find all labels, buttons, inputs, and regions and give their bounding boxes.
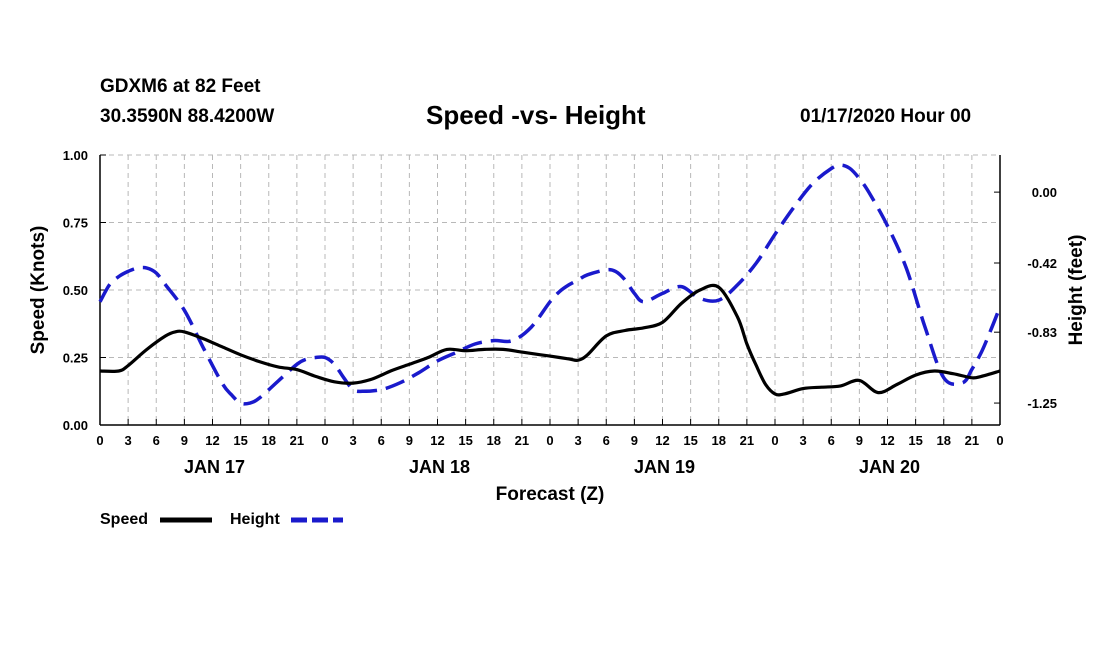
x-tick-label: 18 [937, 433, 951, 448]
x-tick-label: 21 [515, 433, 529, 448]
x-tick-label: 0 [771, 433, 778, 448]
day-label: JAN 18 [409, 457, 470, 477]
x-tick-label: 12 [430, 433, 444, 448]
y2-tick-label: 0.00 [1032, 185, 1057, 200]
height-series-line [98, 163, 1002, 406]
coordinates-label: 30.3590N 88.4200W [100, 106, 275, 127]
station-label: GDXM6 at 82 Feet [100, 76, 261, 97]
y-tick-label: 0.50 [63, 283, 88, 298]
y2-tick-label: -1.25 [1027, 396, 1057, 411]
x-tick-label: 0 [546, 433, 553, 448]
x-axis-title: Forecast (Z) [496, 484, 605, 505]
x-tick-label: 3 [350, 433, 357, 448]
y-axis-title: Speed (Knots) [28, 226, 49, 355]
legend-label-speed: Speed [100, 511, 148, 528]
x-tick-label: 18 [487, 433, 501, 448]
y2-tick-label: -0.83 [1027, 325, 1057, 340]
day-label: JAN 19 [634, 457, 695, 477]
x-tick-label: 3 [125, 433, 132, 448]
y-tick-label: 1.00 [63, 148, 88, 163]
x-tick-label: 6 [828, 433, 835, 448]
x-tick-label: 9 [856, 433, 863, 448]
speed-series-line [99, 283, 1001, 397]
x-tick-label: 12 [205, 433, 219, 448]
y2-axis-title: Height (feet) [1066, 235, 1087, 346]
x-tick-label: 6 [153, 433, 160, 448]
x-tick-label: 3 [575, 433, 582, 448]
x-tick-label: 0 [96, 433, 103, 448]
chart-title: Speed -vs- Height [426, 100, 646, 130]
x-tick-label: 9 [181, 433, 188, 448]
x-tick-label: 0 [996, 433, 1003, 448]
x-tick-label: 3 [800, 433, 807, 448]
y-tick-label: 0.00 [63, 418, 88, 433]
x-tick-label: 21 [965, 433, 979, 448]
legend-label-height: Height [230, 511, 280, 528]
x-tick-label: 6 [603, 433, 610, 448]
x-tick-label: 9 [631, 433, 638, 448]
forecast-date-label: 01/17/2020 Hour 00 [800, 106, 972, 127]
y-tick-label: 0.75 [63, 216, 88, 231]
x-tick-label: 12 [655, 433, 669, 448]
x-tick-label: 15 [233, 433, 247, 448]
x-tick-label: 21 [290, 433, 304, 448]
day-label: JAN 20 [859, 457, 920, 477]
x-tick-label: 15 [908, 433, 922, 448]
x-tick-label: 18 [262, 433, 276, 448]
x-tick-label: 18 [712, 433, 726, 448]
x-tick-label: 21 [740, 433, 754, 448]
x-tick-label: 12 [880, 433, 894, 448]
y-tick-label: 0.25 [63, 351, 88, 366]
x-tick-label: 6 [378, 433, 385, 448]
x-tick-label: 15 [458, 433, 472, 448]
x-tick-label: 15 [683, 433, 697, 448]
x-tick-label: 9 [406, 433, 413, 448]
x-tick-label: 0 [321, 433, 328, 448]
day-label: JAN 17 [184, 457, 245, 477]
y2-tick-label: -0.42 [1027, 256, 1057, 271]
